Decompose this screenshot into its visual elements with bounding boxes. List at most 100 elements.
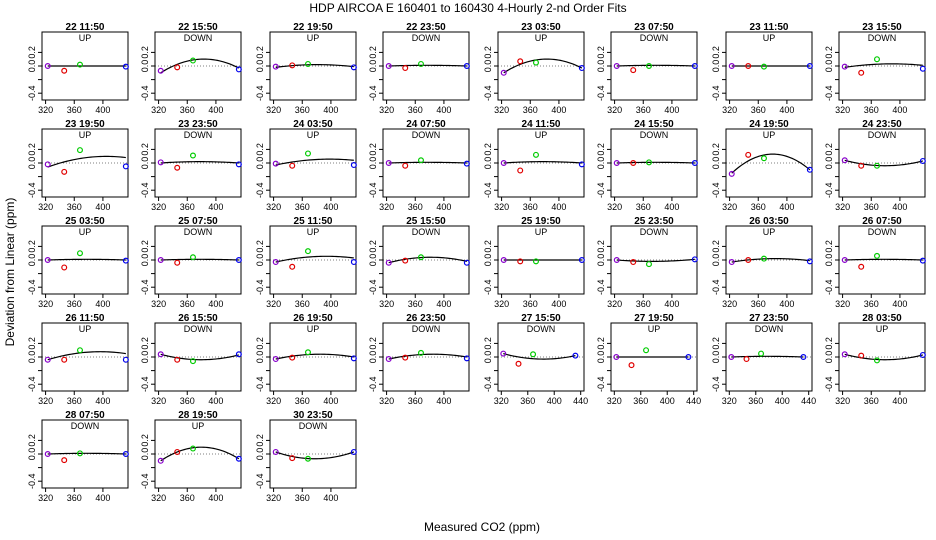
fit-curve [275,64,354,68]
y-tick-label: 0.2 [140,46,150,59]
x-axis-label: Measured CO2 (ppm) [424,520,540,534]
y-tick-label: 0.2 [140,337,150,350]
data-point [189,445,196,452]
y-tick-label: 0.2 [483,143,493,156]
data-point [122,63,129,70]
y-tick-label: 0.0 [368,254,378,267]
data-point [919,257,926,264]
panel-title: 25 15:50 [406,216,446,227]
fit-curve [160,446,240,462]
y-tick-label: 0.0 [140,448,150,461]
data-point [385,356,392,363]
y-tick-label: 0.0 [824,60,834,73]
panel-direction: UP [79,130,92,140]
panel-direction: UP [192,421,205,431]
y-tick-label: 0.2 [27,143,37,156]
y-tick-label: 0.2 [824,143,834,156]
x-tick-label: 400 [436,202,451,212]
panel-title: 25 23:50 [634,216,674,227]
y-tick-label: 0.0 [711,254,721,267]
y-tick-label: -0.4 [596,279,606,295]
x-tick-label: 360 [751,105,766,115]
data-point [272,448,279,455]
y-tick-label: 0.2 [140,434,150,447]
data-point [174,259,181,266]
data-point [402,162,409,169]
x-tick-label: 400 [779,105,794,115]
x-tick-label: 400 [208,202,223,212]
y-tick-label: -0.4 [824,279,834,295]
panel-direction: UP [79,227,92,237]
data-point [515,360,522,367]
data-point [532,151,539,158]
x-tick-label: 320 [494,105,509,115]
x-tick-label: 320 [494,396,509,406]
x-tick-label: 360 [636,299,651,309]
x-tick-label: 360 [67,299,82,309]
panel-direction: DOWN [184,227,213,237]
x-tick-label: 400 [892,105,907,115]
data-point [235,455,242,462]
data-point [417,60,424,67]
data-point [44,257,51,264]
data-point [578,65,585,72]
x-tick-label: 320 [835,202,850,212]
x-tick-label: 400 [95,105,110,115]
x-tick-label: 400 [436,396,451,406]
data-point [578,161,585,168]
panel-direction: DOWN [640,130,669,140]
y-tick-label: 0.0 [368,60,378,73]
fit-curve [47,155,126,168]
data-point [745,62,752,69]
y-tick-label: -0.4 [27,182,37,198]
data-point [272,160,279,167]
data-point [858,263,865,270]
x-tick-label: 320 [38,396,53,406]
data-point [645,261,652,268]
data-point [691,62,698,69]
data-point [174,164,181,171]
data-point [44,356,51,363]
x-tick-label: 320 [722,396,737,406]
fit-curve [844,63,923,68]
x-tick-label: 360 [636,105,651,115]
fit-curve [47,351,126,361]
y-tick-label: 0.2 [140,143,150,156]
x-tick-label: 360 [67,202,82,212]
data-point [385,62,392,69]
panel-title: 23 07:50 [634,22,674,33]
data-point [800,354,807,361]
y-tick-label: 0.0 [255,60,265,73]
panel-title: 23 23:50 [178,119,218,130]
y-tick-label: -0.4 [711,182,721,198]
data-point [76,147,83,154]
data-point [517,58,524,65]
x-tick-label: 320 [38,299,53,309]
y-tick-label: -0.4 [140,182,150,198]
chart-title: HDP AIRCOA E 160401 to 160430 4-Hourly 2… [309,1,626,15]
panel-direction: DOWN [527,324,556,334]
panel-title: 24 19:50 [749,119,789,130]
data-point [61,67,68,74]
panel-title: 26 03:50 [749,216,789,227]
x-tick-label: 320 [379,299,394,309]
y-tick-label: 0.2 [140,240,150,253]
panel-direction: DOWN [868,33,897,43]
fit-curve [616,258,695,262]
x-tick-label: 320 [38,202,53,212]
y-tick-label: -0.4 [711,279,721,295]
x-tick-label: 400 [664,105,679,115]
panel-title: 24 23:50 [862,119,902,130]
panel-title: 24 11:50 [522,119,561,130]
data-point [806,258,813,265]
y-tick-label: -0.4 [368,376,378,392]
y-tick-label: -0.4 [255,473,265,489]
